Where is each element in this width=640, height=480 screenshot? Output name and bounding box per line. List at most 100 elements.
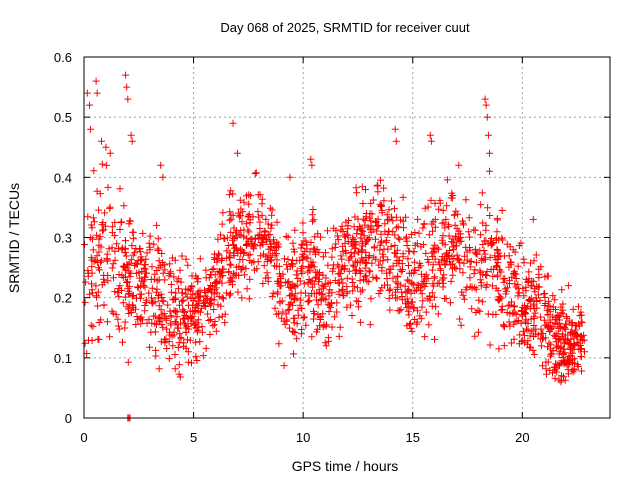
data-point <box>297 296 305 304</box>
data-point <box>293 281 301 289</box>
data-point <box>319 253 327 261</box>
data-point <box>507 339 515 347</box>
data-point <box>273 238 281 246</box>
data-point <box>505 318 513 326</box>
data-point <box>227 290 234 298</box>
data-point <box>465 214 473 222</box>
data-point <box>442 295 450 303</box>
data-point <box>163 325 171 333</box>
data-point <box>385 206 393 214</box>
data-point <box>524 278 532 286</box>
data-point <box>93 231 101 239</box>
data-point <box>242 220 250 228</box>
data-point <box>123 278 131 286</box>
data-point <box>457 321 465 329</box>
data-point <box>407 319 415 327</box>
data-point <box>155 257 163 265</box>
data-point <box>175 285 182 293</box>
data-point <box>121 318 129 326</box>
data-point <box>122 237 129 245</box>
data-point <box>427 196 435 204</box>
data-point <box>510 335 518 343</box>
data-point <box>456 315 464 323</box>
data-point <box>461 252 469 260</box>
data-point <box>349 234 357 242</box>
data-point <box>363 277 371 285</box>
data-point <box>553 342 561 350</box>
data-point <box>217 231 225 239</box>
data-point <box>534 291 542 299</box>
data-point <box>350 223 358 231</box>
data-point <box>176 373 184 381</box>
data-point <box>273 256 281 264</box>
data-point <box>166 331 174 339</box>
data-point <box>376 287 384 295</box>
data-point <box>332 227 340 235</box>
data-point <box>201 286 208 294</box>
data-point <box>229 119 237 127</box>
data-point <box>226 208 234 216</box>
data-point <box>479 271 487 279</box>
data-point <box>266 204 274 212</box>
data-point <box>226 260 234 268</box>
data-point <box>401 282 409 290</box>
data-point <box>570 355 578 363</box>
data-point <box>532 251 540 259</box>
data-point <box>480 256 488 263</box>
data-point <box>195 323 203 331</box>
data-point <box>500 278 508 286</box>
data-point <box>337 252 345 260</box>
data-point <box>235 213 243 221</box>
data-point <box>243 192 250 200</box>
data-point <box>577 332 585 340</box>
data-point <box>416 312 424 320</box>
data-point <box>281 278 289 286</box>
data-point <box>110 274 117 282</box>
data-point <box>136 290 144 298</box>
data-point <box>160 310 168 318</box>
data-point <box>159 324 167 332</box>
data-point <box>516 331 524 339</box>
data-point <box>111 219 119 226</box>
data-point <box>202 303 210 310</box>
data-point <box>113 240 121 248</box>
data-point <box>155 314 163 322</box>
data-point <box>125 310 133 317</box>
data-point <box>578 367 585 375</box>
data-point <box>364 235 372 243</box>
data-point <box>124 95 132 103</box>
data-point <box>481 250 489 258</box>
data-point <box>290 319 298 327</box>
data-point <box>545 297 553 305</box>
data-point <box>114 315 122 323</box>
data-point <box>411 287 419 295</box>
data-point <box>386 269 394 277</box>
data-point <box>484 131 492 139</box>
data-point <box>263 269 271 277</box>
data-point <box>473 259 480 267</box>
data-point <box>198 323 206 331</box>
data-point <box>215 313 223 321</box>
data-point <box>93 293 101 301</box>
data-point <box>385 227 393 235</box>
data-point <box>298 240 306 248</box>
data-point <box>288 290 296 298</box>
data-point <box>398 288 406 296</box>
data-point <box>172 308 179 316</box>
data-point <box>450 255 458 262</box>
data-point <box>322 342 330 350</box>
data-point <box>291 296 298 304</box>
data-point <box>120 202 128 210</box>
data-point <box>524 326 532 334</box>
data-point <box>488 282 496 290</box>
data-point <box>215 251 223 259</box>
data-point <box>274 290 282 298</box>
data-point <box>377 202 385 210</box>
data-point <box>314 278 322 286</box>
data-point <box>372 218 380 226</box>
data-point <box>497 268 505 276</box>
data-point <box>324 300 332 308</box>
data-point <box>207 282 215 289</box>
data-point <box>96 266 103 274</box>
data-point <box>267 224 275 232</box>
